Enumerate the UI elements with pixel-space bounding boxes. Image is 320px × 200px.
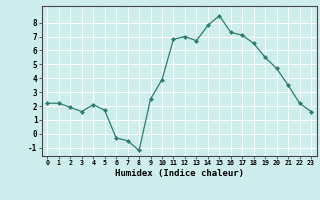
X-axis label: Humidex (Indice chaleur): Humidex (Indice chaleur): [115, 169, 244, 178]
